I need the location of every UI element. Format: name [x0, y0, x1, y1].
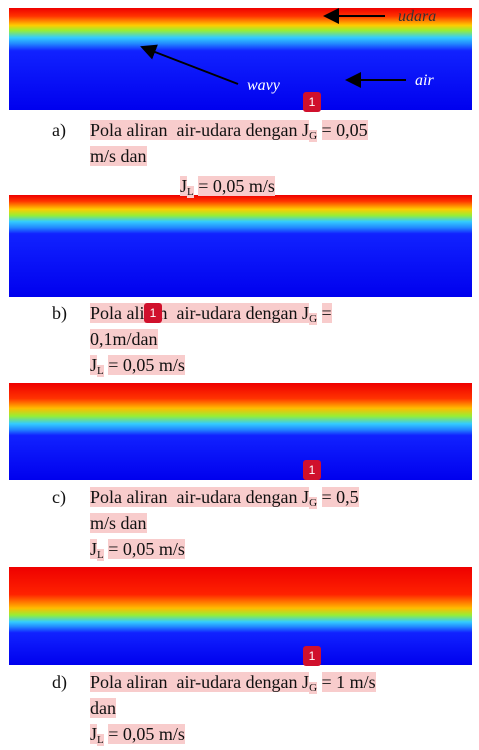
arrow	[142, 47, 238, 84]
figure-label: b)	[52, 303, 67, 323]
caption-value: = 0,05	[322, 120, 368, 140]
jl: J	[90, 724, 97, 744]
flow-image	[9, 383, 472, 480]
subscript: L	[187, 186, 194, 198]
caption-value: =	[322, 303, 332, 323]
page: (() => { const data = JSON.parse(documen…	[0, 0, 479, 749]
figure-label: c)	[52, 487, 66, 507]
caption-line2: 0,1m/dan	[90, 329, 158, 349]
jl-value: = 0,05 m/s	[198, 176, 275, 196]
caption-line2: m/s dan	[90, 513, 147, 533]
subscript: L	[97, 365, 104, 377]
caption-line2: dan	[90, 698, 116, 718]
caption-value: = 1 m/s	[322, 672, 376, 692]
flow-image	[9, 195, 472, 297]
caption-jl: JL = 0,05 m/s	[90, 355, 185, 381]
figure-label: a)	[52, 120, 66, 140]
caption-jl: JL = 0,05 m/s	[180, 176, 275, 202]
caption-line: Pola aliran air-udara dengan JG = 1 m/s	[90, 672, 376, 698]
subscript: G	[309, 130, 317, 142]
caption-text: Pola aliran air-udara dengan J	[90, 303, 309, 323]
badge: 1	[303, 460, 321, 480]
caption-line2: m/s dan	[90, 146, 147, 166]
badge: 1	[303, 92, 321, 112]
annotation: air	[415, 72, 434, 90]
caption-line: Pola aliran air-udara dengan JG =	[90, 303, 332, 329]
caption-text: Pola aliran air-udara dengan J	[90, 487, 309, 507]
jl-value: = 0,05 m/s	[108, 724, 185, 744]
jl: J	[90, 539, 97, 559]
jl-value: = 0,05 m/s	[108, 539, 185, 559]
subscript: G	[309, 682, 317, 694]
subscript: G	[309, 497, 317, 509]
subscript: G	[309, 313, 317, 325]
annotation: udara	[398, 8, 436, 26]
flow-image	[9, 567, 472, 665]
caption-line: Pola aliran air-udara dengan JG = 0,5	[90, 487, 359, 513]
badge: 1	[144, 303, 162, 323]
jl: J	[180, 176, 187, 196]
jl: J	[90, 355, 97, 375]
jl-value: = 0,05 m/s	[108, 355, 185, 375]
caption-jl: JL = 0,05 m/s	[90, 539, 185, 565]
annotation: wavy	[247, 77, 280, 95]
subscript: L	[97, 549, 104, 561]
caption-jl: JL = 0,05 m/s	[90, 724, 185, 750]
subscript: L	[97, 734, 104, 746]
caption-line: Pola aliran air-udara dengan JG = 0,05	[90, 120, 368, 146]
caption-text: Pola aliran air-udara dengan J	[90, 120, 309, 140]
caption-value: = 0,5	[322, 487, 359, 507]
figure-label: d)	[52, 672, 67, 692]
badge: 1	[303, 646, 321, 666]
caption-text: Pola aliran air-udara dengan J	[90, 672, 309, 692]
